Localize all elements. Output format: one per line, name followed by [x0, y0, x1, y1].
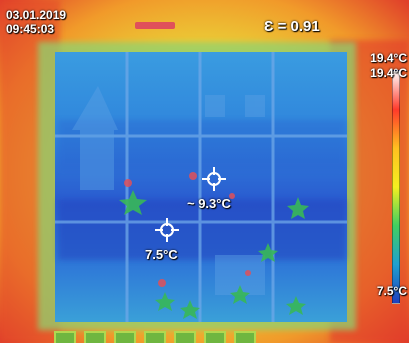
top-indicator	[135, 22, 175, 29]
warm-spot-dots	[124, 172, 251, 287]
color-scale-bar	[392, 70, 400, 304]
crosshair-icon[interactable]	[155, 218, 179, 242]
emissivity-readout: Ɛ = 0.91	[264, 18, 320, 35]
time-stamp: 09:45:03	[6, 22, 55, 36]
spot-2-temperature: 7.5°C	[145, 247, 178, 262]
window-grid	[55, 52, 347, 322]
scale-span-label: 19.4°C	[370, 66, 407, 80]
crosshair-icon[interactable]	[202, 167, 226, 191]
scale-min-label: 7.5°C	[376, 284, 407, 298]
reflection-shapes	[72, 86, 265, 295]
sill-blocks	[54, 331, 256, 343]
scale-max-label: 19.4°C	[370, 51, 407, 65]
date-stamp: 03.01.2019	[6, 8, 67, 22]
cold-spot-markers	[119, 190, 309, 319]
spot-1-temperature: ~ 9.3°C	[187, 196, 231, 211]
mid-band	[58, 120, 346, 170]
